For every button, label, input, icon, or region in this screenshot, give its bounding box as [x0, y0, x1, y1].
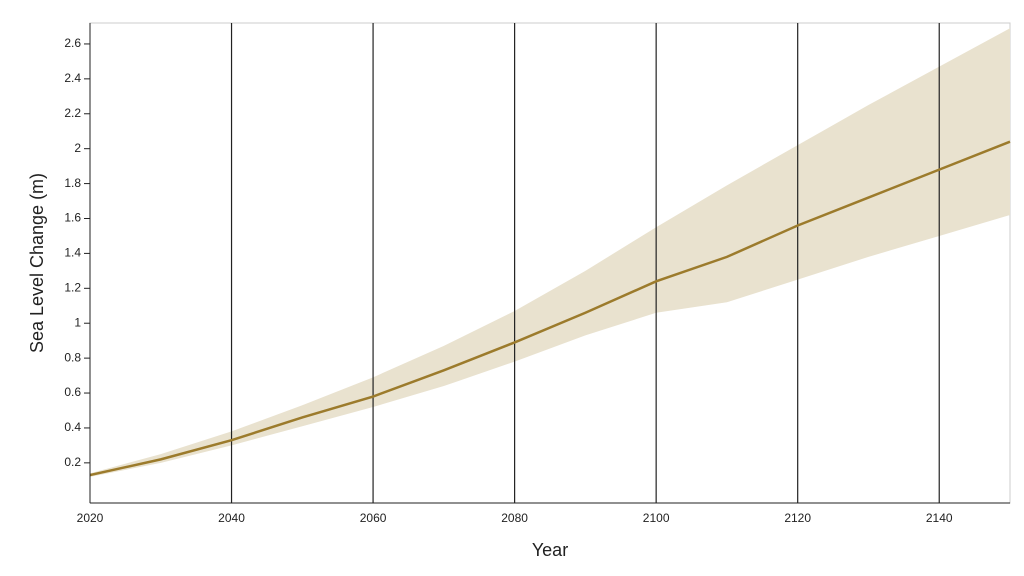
y-tick-label: 1.4: [64, 246, 81, 260]
x-tick-label: 2140: [926, 511, 953, 525]
x-tick-label: 2060: [360, 511, 387, 525]
y-tick-label: 2.2: [64, 106, 81, 120]
confidence-band: [90, 28, 1010, 477]
y-tick-label: 0.6: [64, 385, 81, 399]
x-tick-label: 2040: [218, 511, 245, 525]
y-tick-label: 2: [74, 141, 81, 155]
y-tick-label: 1.2: [64, 280, 81, 294]
plot-frame: [89, 22, 1011, 504]
y-tick-label: 0.8: [64, 350, 81, 364]
y-tick-label: 0.4: [64, 420, 81, 434]
x-tick-label: 2100: [643, 511, 670, 525]
x-tick-label: 2120: [784, 511, 811, 525]
y-tick-label: 1: [74, 315, 81, 329]
line: [89, 140, 1011, 477]
y-tick-label: 1.6: [64, 211, 81, 225]
y-tick-label: 2.4: [64, 71, 81, 85]
x-axis-title: Year: [532, 540, 568, 560]
x-tick-label: 2020: [77, 511, 104, 525]
y-tick-label: 0.2: [64, 455, 81, 469]
y-axis-title: Sea Level Change (m): [27, 173, 47, 353]
y-tick-label: 2.6: [64, 36, 81, 50]
y-tick-label: 1.8: [64, 176, 81, 190]
x-tick-label: 2080: [501, 511, 528, 525]
